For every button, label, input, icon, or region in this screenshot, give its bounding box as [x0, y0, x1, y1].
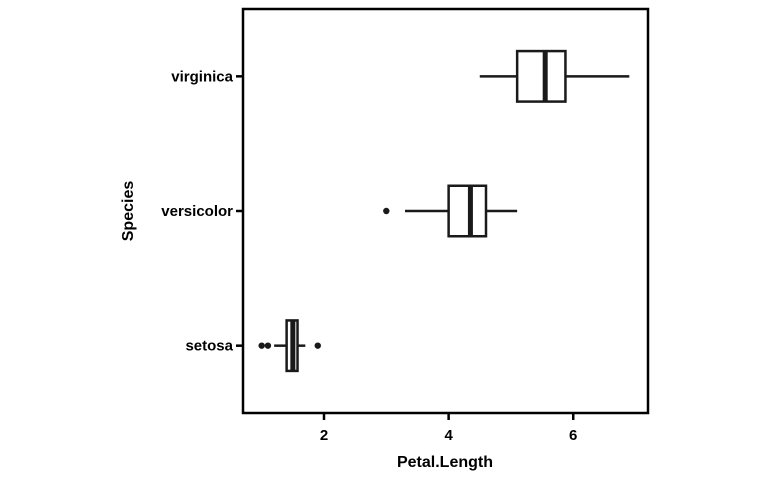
box-group-versicolor: [383, 184, 518, 238]
x-tick-label-4: 4: [444, 427, 453, 444]
x-axis: 2 4 6: [320, 413, 577, 444]
box-group-setosa: [258, 319, 321, 373]
outlier-setosa-1: [264, 342, 272, 349]
outlier-versicolor-0: [383, 207, 390, 215]
x-axis-title: Petal.Length: [397, 454, 493, 471]
y-axis: setosa versicolor virginica: [161, 68, 243, 355]
x-tick-label-6: 6: [569, 427, 577, 444]
box-virginica: [515, 49, 567, 103]
x-tick-label-2: 2: [320, 427, 328, 444]
outlier-setosa-2: [314, 342, 321, 349]
chart-marks: [258, 49, 630, 373]
box-group-virginica: [479, 49, 630, 103]
outlier-setosa-0: [258, 342, 265, 349]
y-tick-label-versicolor: versicolor: [161, 203, 233, 220]
y-tick-label-setosa: setosa: [185, 338, 233, 355]
y-axis-title: Species: [120, 181, 137, 242]
box-versicolor: [447, 184, 488, 238]
y-tick-label-virginica: virginica: [171, 68, 233, 85]
